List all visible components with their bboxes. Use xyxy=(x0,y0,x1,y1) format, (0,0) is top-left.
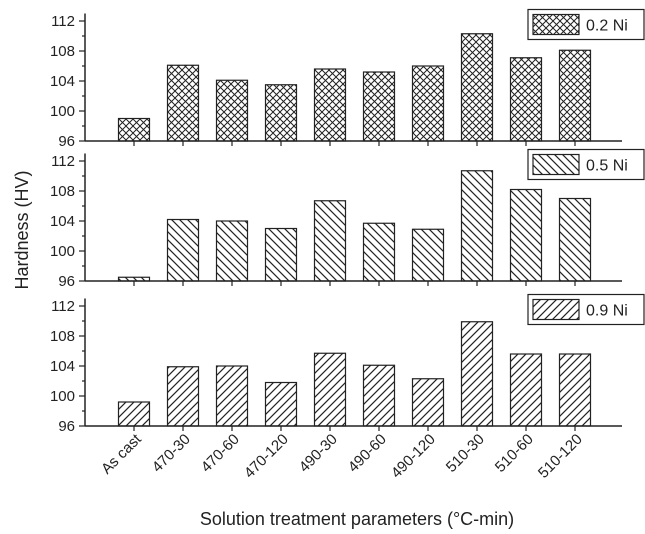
bar xyxy=(313,352,347,427)
bar xyxy=(313,200,347,282)
legend: 0.9 Ni xyxy=(527,293,645,326)
x-tick-label: 510-120 xyxy=(535,431,586,482)
legend-label: 0.9 Ni xyxy=(586,303,628,320)
bar xyxy=(117,401,151,427)
y-tick-label: 108 xyxy=(50,43,75,60)
bar xyxy=(411,378,445,427)
bar xyxy=(313,68,347,142)
panel-3: 96 100 104 108 112 0.9 Ni xyxy=(50,293,645,435)
y-tick-label: 112 xyxy=(51,298,75,315)
bar xyxy=(558,353,592,427)
x-tick-label: 510-30 xyxy=(443,431,488,476)
bar xyxy=(264,381,298,427)
y-tick-label: 112 xyxy=(51,13,75,30)
bar xyxy=(509,353,543,427)
y-tick-label: 96 xyxy=(58,418,75,435)
x-tick-label: 490-120 xyxy=(388,431,439,482)
legend-label: 0.2 Ni xyxy=(586,18,628,35)
x-tick-label: 470-120 xyxy=(241,431,292,482)
bar xyxy=(215,79,249,142)
y-axis-title: Hardness (HV) xyxy=(12,170,32,289)
bar xyxy=(362,364,396,427)
legend-label: 0.5 Ni xyxy=(586,158,628,175)
bar xyxy=(215,220,249,282)
x-axis-title: Solution treatment parameters (°C-min) xyxy=(200,509,514,529)
panel-1: 96 100 104 108 112 0.2 Ni xyxy=(50,8,645,150)
x-tick-label: 510-60 xyxy=(492,431,537,476)
bar xyxy=(558,49,592,142)
bar xyxy=(264,227,298,282)
bar xyxy=(460,170,494,282)
bar xyxy=(362,71,396,142)
y-tick-label: 104 xyxy=(50,358,75,375)
x-tick-label: As cast xyxy=(98,430,145,477)
bar xyxy=(215,365,249,427)
bar xyxy=(264,84,298,142)
legend: 0.2 Ni xyxy=(527,8,645,41)
y-tick-label: 100 xyxy=(50,103,75,120)
chart-panels: 96 100 104 108 112 0.2 Ni 96 100 104 108 112 0.5 Ni… xyxy=(50,8,645,435)
y-tick-label: 96 xyxy=(58,133,75,150)
y-tick-label: 100 xyxy=(50,388,75,405)
x-tick-label: 490-30 xyxy=(296,431,341,476)
legend-swatch xyxy=(532,13,580,36)
x-tick-label: 470-60 xyxy=(198,431,243,476)
y-tick-label: 104 xyxy=(50,213,75,230)
y-tick-label: 112 xyxy=(51,153,75,170)
bar xyxy=(509,57,543,142)
bar xyxy=(166,64,200,142)
panel-2: 96 100 104 108 112 0.5 Ni xyxy=(50,148,645,290)
bar xyxy=(411,65,445,142)
bar xyxy=(460,321,494,427)
y-tick-label: 104 xyxy=(50,73,75,90)
bar xyxy=(509,188,543,282)
y-tick-label: 96 xyxy=(58,273,75,290)
bar xyxy=(411,228,445,282)
bar xyxy=(362,222,396,282)
bar xyxy=(558,197,592,282)
bar xyxy=(166,366,200,427)
x-tick-label: 470-30 xyxy=(149,431,194,476)
y-tick-label: 108 xyxy=(50,328,75,345)
legend: 0.5 Ni xyxy=(527,148,645,181)
y-tick-label: 108 xyxy=(50,183,75,200)
bar xyxy=(117,117,151,142)
legend-swatch xyxy=(532,153,580,176)
x-tick-label: 490-60 xyxy=(345,431,390,476)
bar xyxy=(460,33,494,142)
y-tick-label: 100 xyxy=(50,243,75,260)
bar xyxy=(166,218,200,282)
legend-swatch xyxy=(532,298,580,321)
